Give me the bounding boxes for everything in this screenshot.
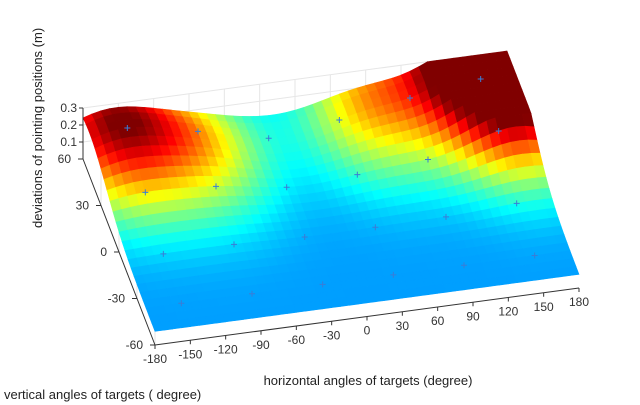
data-point-marker bbox=[407, 95, 413, 102]
y-tick-label: 30 bbox=[76, 199, 90, 213]
data-point-marker bbox=[195, 128, 201, 135]
y-axis-label: vertical angles of targets ( degree) bbox=[4, 387, 201, 402]
x-tick-label: 0 bbox=[364, 324, 371, 338]
data-point-marker bbox=[265, 135, 272, 142]
y-tick-label: -60 bbox=[126, 338, 144, 352]
x-tick-label: 180 bbox=[569, 295, 589, 309]
x-tick-label: -90 bbox=[252, 338, 270, 352]
data-point-marker bbox=[231, 241, 237, 248]
surface-layer bbox=[82, 50, 580, 332]
data-point-marker bbox=[319, 281, 326, 288]
data-point-marker bbox=[425, 156, 431, 163]
y-tick-label: -30 bbox=[108, 292, 126, 306]
x-tick-label: 150 bbox=[534, 300, 554, 314]
marker-layer bbox=[124, 76, 538, 307]
z-axis-label: deviations of pointing positions (m) bbox=[30, 28, 45, 228]
x-tick-label: -180 bbox=[143, 352, 167, 366]
data-point-marker bbox=[178, 300, 185, 307]
data-point-marker bbox=[124, 125, 131, 132]
data-point-marker bbox=[142, 189, 149, 196]
x-tick-label: -120 bbox=[214, 343, 238, 357]
x-tick-label: -30 bbox=[323, 328, 341, 342]
y-tick-label: 0 bbox=[100, 245, 107, 259]
y-tick-label: 60 bbox=[58, 152, 72, 166]
data-point-marker bbox=[531, 252, 538, 259]
x-tick-label: -150 bbox=[178, 347, 202, 361]
data-point-marker bbox=[249, 290, 255, 297]
data-point-marker bbox=[354, 171, 361, 178]
data-point-marker bbox=[443, 213, 449, 220]
x-tick-label: 90 bbox=[466, 309, 480, 323]
data-point-marker bbox=[213, 183, 219, 190]
data-point-marker bbox=[160, 250, 167, 257]
data-point-marker bbox=[372, 224, 379, 231]
z-tick-label: 0.2 bbox=[60, 118, 77, 132]
x-axis-label: horizontal angles of targets (degree) bbox=[264, 373, 473, 388]
surface-cell bbox=[566, 266, 580, 276]
x-tick-label: 120 bbox=[498, 305, 518, 319]
data-point-marker bbox=[390, 271, 397, 278]
data-point-marker bbox=[477, 76, 484, 82]
data-point-marker bbox=[495, 127, 502, 134]
data-point-marker bbox=[301, 234, 308, 241]
data-point-marker bbox=[336, 117, 343, 124]
data-point-marker bbox=[513, 200, 520, 207]
z-tick-label: 0.3 bbox=[60, 101, 77, 115]
z-tick-label: 0.1 bbox=[60, 135, 77, 149]
x-tick-label: 30 bbox=[396, 319, 410, 333]
data-point-marker bbox=[283, 184, 290, 191]
data-point-marker bbox=[461, 262, 467, 269]
x-tick-label: 60 bbox=[431, 314, 445, 328]
tick-layer: -180 -150 -120 -90 -60 -30 0 30 60 90 120 150 180 -60… bbox=[58, 101, 590, 366]
x-tick-label: -60 bbox=[288, 333, 306, 347]
